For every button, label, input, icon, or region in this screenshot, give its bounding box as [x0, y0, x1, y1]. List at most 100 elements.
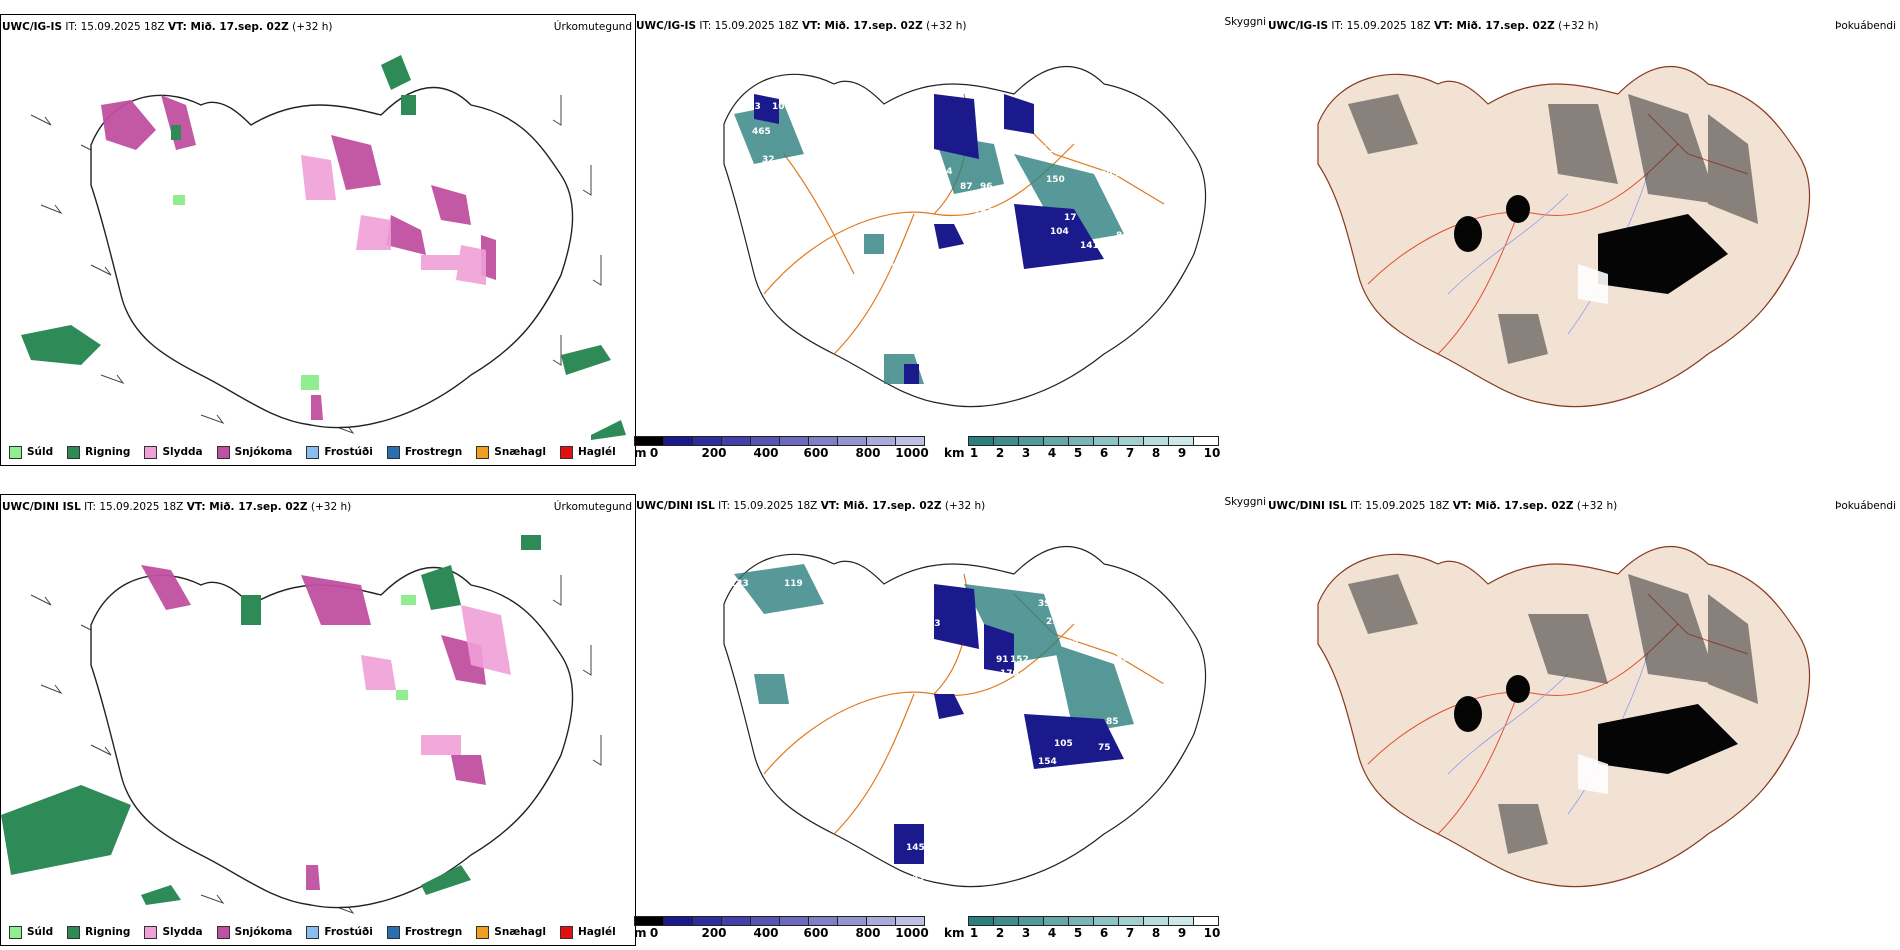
- colorbar-unit: m: [634, 446, 647, 460]
- colorbar-cell: [1143, 436, 1168, 446]
- panel-header: UWC/DINI ISL IT: 15.09.2025 18Z VT: Mið.…: [1268, 500, 1617, 512]
- panel-header: UWC/IG-IS IT: 15.09.2025 18Z VT: Mið. 17…: [636, 20, 967, 32]
- colorbar-tick: 800: [855, 926, 881, 940]
- colorbar-cell: [634, 916, 663, 926]
- panel-title: Skyggni: [1224, 496, 1267, 508]
- valid-time: VT: Mið. 17.sep. 02Z: [801, 20, 923, 32]
- colorbar-cell: [1093, 916, 1118, 926]
- ceiling-label: 106: [1109, 251, 1128, 261]
- colorbar-cell: [968, 916, 993, 926]
- lead-time: (+32 h): [1558, 20, 1599, 32]
- legend-swatch: [386, 925, 400, 939]
- legend-swatch: [9, 925, 22, 939]
- colorbar-tick: 3: [1021, 926, 1031, 940]
- legend-item-freezing-drizzle: Frostúði: [306, 445, 373, 459]
- colorbar-cell: [993, 436, 1018, 446]
- visibility-map: 113 100 465 115 32 118 70 84 87 96 182 3…: [723, 66, 1207, 411]
- colorbar-tick: 1000: [895, 446, 929, 460]
- ceiling-label: 125: [890, 263, 909, 273]
- colorbar-unit: m: [634, 926, 647, 940]
- ceiling-label: 17: [1064, 213, 1077, 223]
- colorbar-cell: [808, 436, 837, 446]
- colorbar-cell: [1118, 916, 1143, 926]
- iceland-outline: [723, 66, 1207, 408]
- ceiling-label: 138: [1142, 619, 1161, 629]
- colorbar-cell: [779, 916, 808, 926]
- ceiling-label: 82: [1118, 607, 1131, 617]
- colorbar-tick: 400: [753, 446, 779, 460]
- colorbar-tick: 200: [701, 446, 727, 460]
- legend-swatch: [476, 445, 490, 459]
- panel-title: Úrkomutegund: [553, 501, 632, 513]
- colorbar-cell: [1068, 916, 1093, 926]
- colorbar-tick: 400: [753, 926, 779, 940]
- model-name: UWC/IG-IS: [2, 21, 63, 33]
- rain-areas: [1, 535, 541, 905]
- legend-swatch: [559, 445, 573, 459]
- colorbar-tick: 7: [1125, 926, 1135, 940]
- ceiling-label: 119: [784, 579, 803, 589]
- legend-item-snow: Snjókoma: [216, 925, 292, 939]
- sleet-areas: [361, 605, 511, 755]
- lead-time: (+32 h): [944, 500, 986, 512]
- low-ceiling-areas: [754, 94, 1104, 384]
- valid-time: VT: Mið. 17.sep. 02Z: [820, 500, 942, 512]
- ceiling-label: 190: [1046, 771, 1065, 781]
- model-name: UWC/IG-IS: [636, 20, 697, 32]
- ceiling-height-labels: 123 119 73 96 92 84 91 152 170 390 211 1…: [730, 579, 1165, 883]
- iceland-outline: [723, 546, 1207, 888]
- colorbar-tick: 2: [995, 926, 1005, 940]
- ceiling-label: 92: [924, 639, 937, 649]
- colorbar-cell: [692, 436, 721, 446]
- colorbar-cell: [663, 916, 692, 926]
- init-time: IT: 15.09.2025 18Z: [1350, 500, 1450, 512]
- legend-swatch: [306, 445, 320, 459]
- legend-swatch: [386, 445, 400, 459]
- ceiling-label: 96: [902, 631, 915, 641]
- ceiling-label: 84: [1018, 741, 1031, 751]
- init-time: IT: 15.09.2025 18Z: [84, 501, 184, 513]
- ceiling-label: 399: [986, 219, 1005, 229]
- snow-areas: [141, 565, 486, 890]
- visibility-panel-row2: UWC/DINI ISL IT: 15.09.2025 18Z VT: Mið.…: [634, 494, 1268, 944]
- panel-title: Skyggni: [1224, 16, 1267, 28]
- drizzle-areas: [173, 195, 319, 390]
- colorbar-tick: 800: [855, 446, 881, 460]
- colorbar-cell: [808, 916, 837, 926]
- lead-time: (+32 h): [310, 501, 352, 513]
- colorbar-tick: 0: [649, 446, 659, 460]
- ceiling-label: 42: [910, 401, 923, 411]
- colorbar-unit: km: [944, 926, 965, 940]
- model-name: UWC/DINI ISL: [636, 500, 715, 512]
- ceiling-label: 115: [724, 142, 743, 152]
- ceiling-label: 73: [928, 619, 941, 629]
- snow-areas: [101, 95, 496, 420]
- colorbar-tick: 3: [1021, 446, 1031, 460]
- init-time: IT: 15.09.2025 18Z: [65, 21, 165, 33]
- panel-title: Úrkomutegund: [553, 21, 632, 33]
- colorbar-tick: 6: [1099, 446, 1109, 460]
- legend-item-snow: Snjókoma: [216, 445, 292, 459]
- colorbar-cell: [1143, 916, 1168, 926]
- ceiling-label: 76: [1018, 281, 1031, 291]
- colorbar-cell: [1118, 436, 1143, 446]
- panel-title: Þokuábendi: [1835, 500, 1896, 512]
- rain-areas: [21, 55, 626, 440]
- legend-item-rain: Rigning: [67, 445, 130, 459]
- ceiling-label: 144: [1090, 132, 1109, 142]
- ceiling-label: 152: [1010, 655, 1029, 665]
- colorbar-cell: [1043, 916, 1068, 926]
- ceiling-label: 119: [1042, 145, 1061, 155]
- colorbar-cell: [1193, 916, 1219, 926]
- ceiling-label: 118: [746, 202, 765, 212]
- colorbar-tick: 1: [969, 446, 979, 460]
- legend-item-rain: Rigning: [67, 925, 130, 939]
- ceiling-label: 211: [1104, 639, 1123, 649]
- ceiling-label: 256: [1110, 654, 1129, 664]
- ceiling-label: 30: [794, 701, 807, 711]
- legend-item-freezing-drizzle: Frostúði: [306, 925, 373, 939]
- colorbar-tick: 1: [969, 926, 979, 940]
- ceiling-label: 324: [1096, 155, 1115, 165]
- colorbar-tick: 6: [1099, 926, 1109, 940]
- colorbar-tick: 9: [1177, 446, 1187, 460]
